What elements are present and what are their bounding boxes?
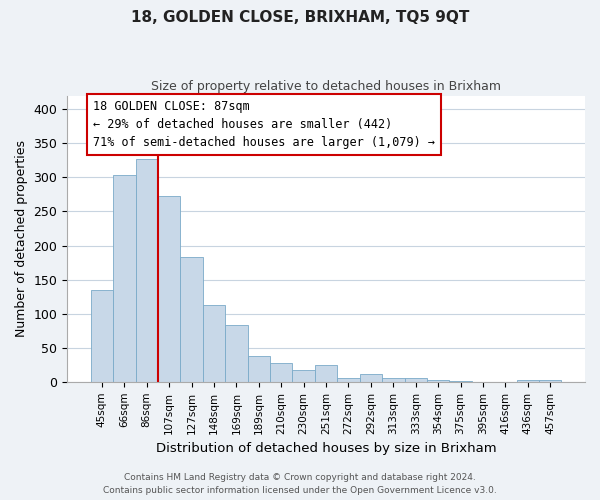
Bar — [337, 378, 360, 382]
Bar — [91, 290, 113, 382]
Text: Contains HM Land Registry data © Crown copyright and database right 2024.
Contai: Contains HM Land Registry data © Crown c… — [103, 474, 497, 495]
Bar — [360, 374, 382, 382]
Y-axis label: Number of detached properties: Number of detached properties — [15, 140, 28, 337]
Bar — [539, 380, 562, 382]
Bar — [292, 370, 315, 382]
Bar — [181, 257, 203, 382]
Text: 18, GOLDEN CLOSE, BRIXHAM, TQ5 9QT: 18, GOLDEN CLOSE, BRIXHAM, TQ5 9QT — [131, 10, 469, 25]
Bar — [449, 381, 472, 382]
Bar — [517, 380, 539, 382]
Bar — [113, 176, 136, 382]
X-axis label: Distribution of detached houses by size in Brixham: Distribution of detached houses by size … — [156, 442, 496, 455]
Bar — [136, 159, 158, 382]
Bar — [270, 362, 292, 382]
Title: Size of property relative to detached houses in Brixham: Size of property relative to detached ho… — [151, 80, 501, 93]
Bar — [203, 305, 225, 382]
Bar — [404, 378, 427, 382]
Bar — [158, 196, 181, 382]
Bar — [382, 378, 404, 382]
Bar — [427, 380, 449, 382]
Bar — [248, 356, 270, 382]
Bar — [225, 324, 248, 382]
Text: 18 GOLDEN CLOSE: 87sqm
← 29% of detached houses are smaller (442)
71% of semi-de: 18 GOLDEN CLOSE: 87sqm ← 29% of detached… — [93, 100, 435, 148]
Bar — [315, 365, 337, 382]
